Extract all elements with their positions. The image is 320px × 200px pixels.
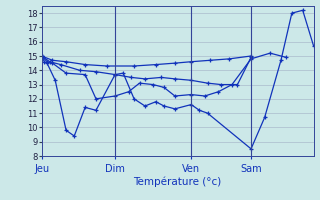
X-axis label: Température (°c): Température (°c) [133,176,222,187]
